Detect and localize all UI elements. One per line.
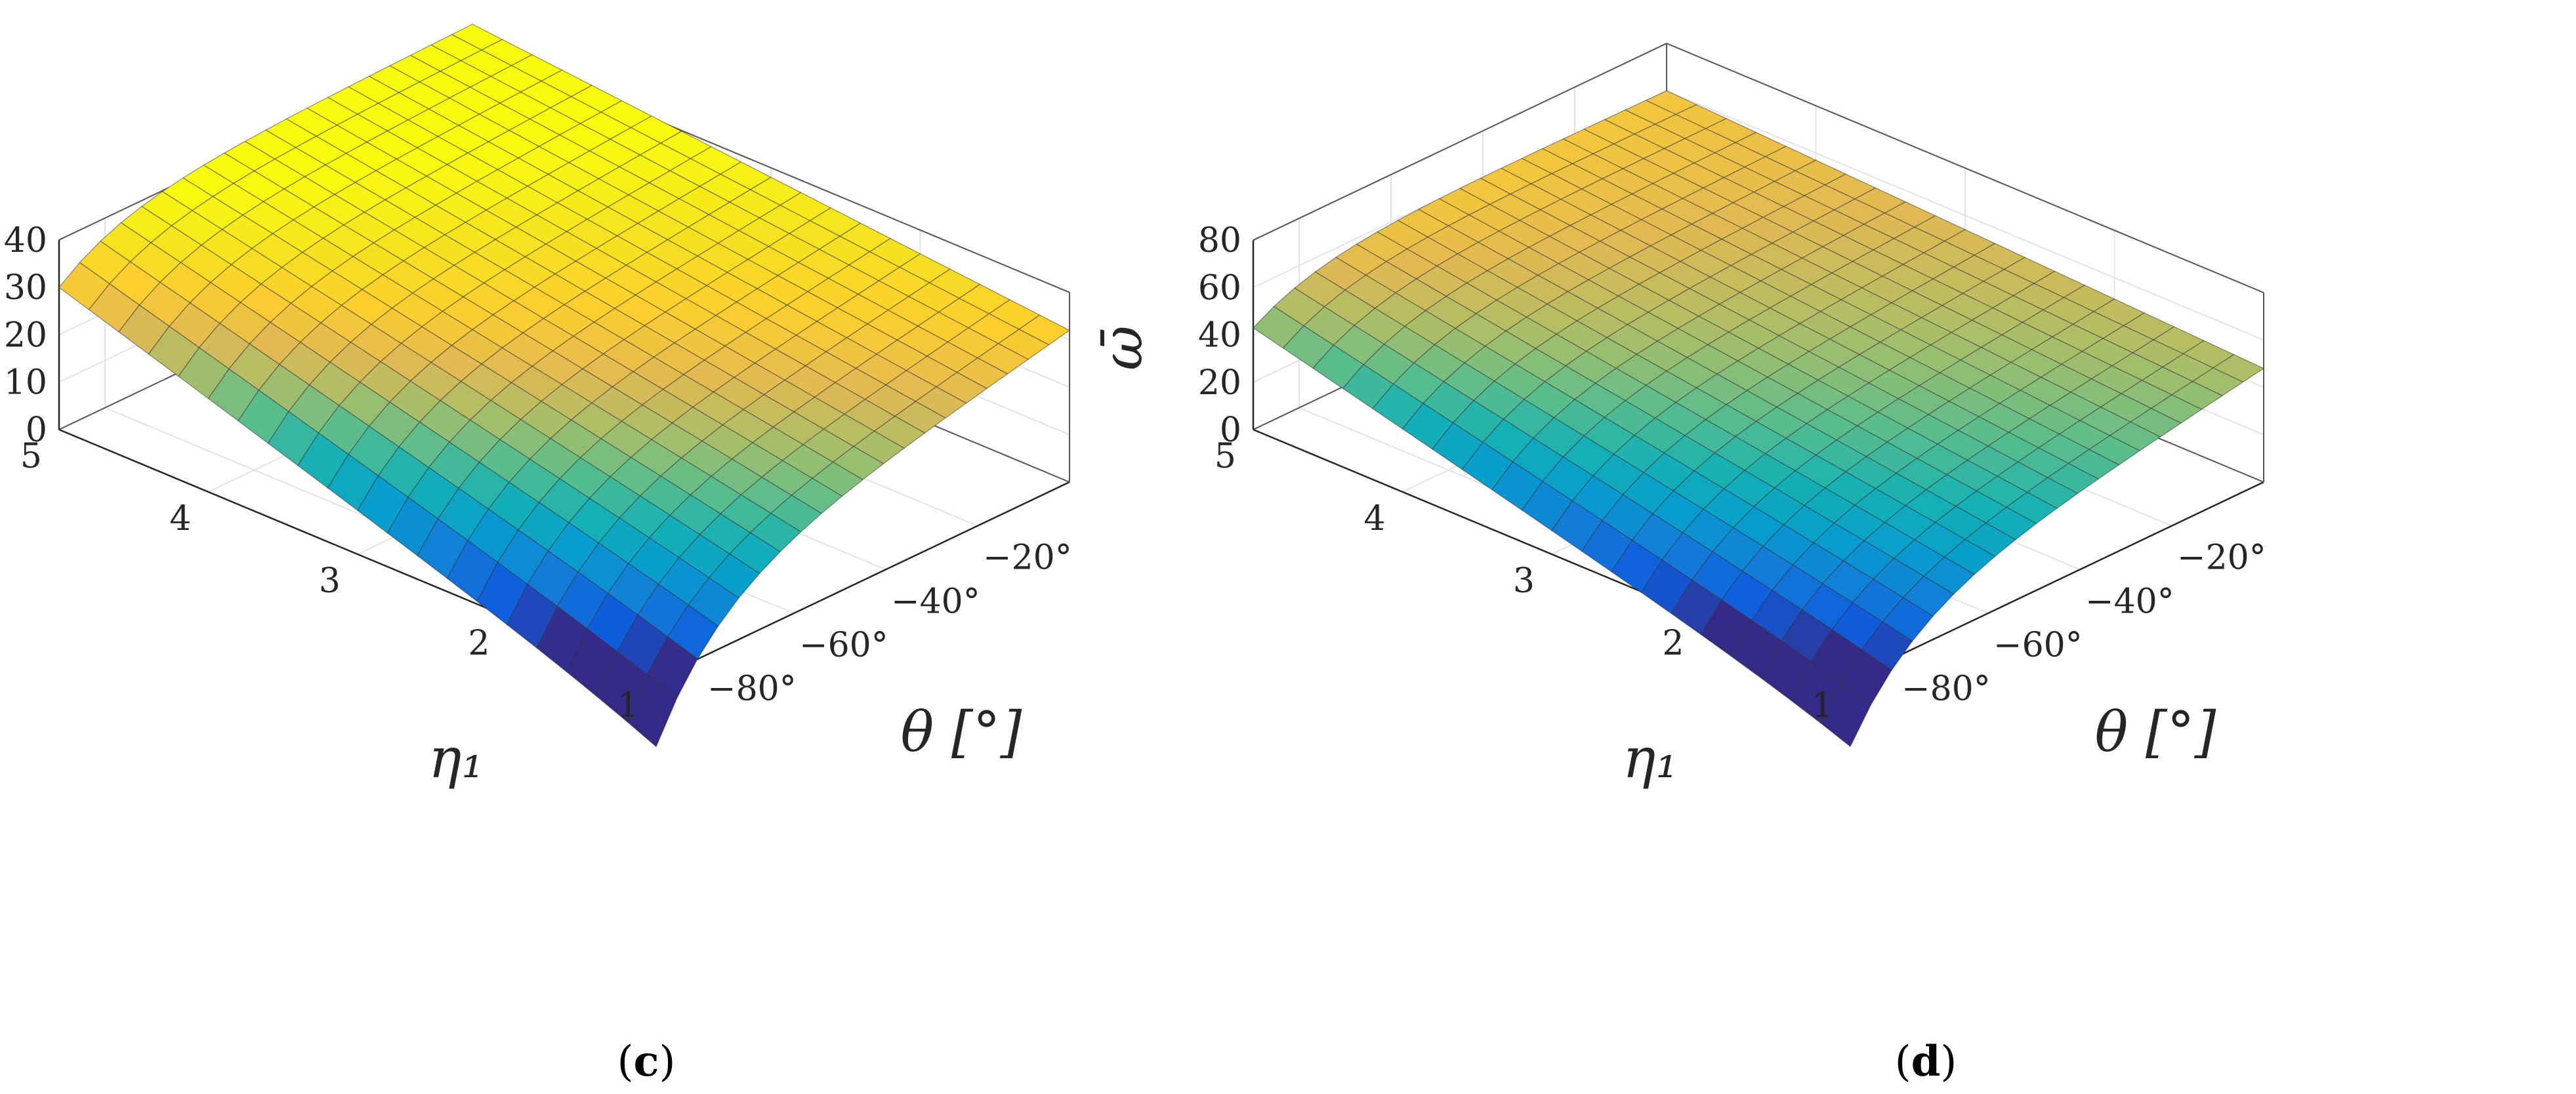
panel-caption: (c) — [617, 1037, 676, 1086]
surface-patch — [625, 674, 678, 748]
eta-tick-label: 5 — [20, 437, 42, 476]
z-tick-label: 40 — [4, 221, 47, 260]
axis-edge — [655, 481, 1070, 680]
caption-close: ) — [1940, 1038, 1957, 1086]
panel-d: 0 20 40 60 80 1 2 3 4 5 −80°−60°−40°−20° ω̄ η₁ θ [°] (… — [1091, 43, 2266, 1086]
caption-letter: d — [1911, 1037, 1941, 1086]
tick-labels: 0 20 40 60 80 1 2 3 4 5 −80°−60°−40°−20° — [1198, 221, 2266, 725]
tick-labels: 0 10 20 30 40 1 2 3 4 5 −80°−60°−40°−20° — [4, 221, 1072, 725]
eta-tick-label: 5 — [1215, 437, 1236, 476]
axis-edge — [1253, 43, 1667, 241]
eta-tick-label: 3 — [1513, 561, 1535, 601]
theta-tick-label: −40° — [2085, 582, 2174, 621]
surface — [1253, 90, 2265, 748]
z-tick-label: 10 — [4, 363, 47, 403]
theta-tick-label: −60° — [1993, 626, 2083, 665]
caption-open: ( — [617, 1038, 634, 1086]
panel-caption: (d) — [1895, 1037, 1957, 1086]
eta-axis-label: η₁ — [428, 726, 484, 790]
theta-tick-label: −20° — [983, 538, 1072, 578]
caption-close: ) — [659, 1038, 675, 1086]
theta-tick-label: −80° — [707, 670, 797, 709]
z-tick-label: 20 — [4, 315, 47, 355]
z-tick-label: 0 — [1220, 411, 1241, 450]
caption-open: ( — [1895, 1038, 1911, 1086]
theta-tick-label: −40° — [891, 582, 980, 621]
theta-tick-label: −20° — [2177, 538, 2266, 578]
eta-tick-label: 4 — [169, 499, 191, 538]
eta-axis-label: η₁ — [1623, 726, 1678, 790]
eta-tick-label: 4 — [1363, 499, 1385, 538]
eta-tick-label: 1 — [617, 686, 639, 725]
theta-tick-label: −60° — [799, 626, 888, 665]
eta-tick-label: 2 — [468, 624, 489, 663]
z-tick-label: 30 — [4, 268, 47, 308]
axis-edge — [1666, 43, 2264, 294]
surface — [58, 24, 1071, 748]
eta-tick-label: 1 — [1812, 686, 1833, 725]
z-tick-label: 20 — [1198, 363, 1241, 403]
z-tick-label: 60 — [1198, 268, 1241, 308]
theta-axis-label: θ [°] — [901, 700, 1022, 764]
axis-labels: ω̄η₁θ [°] — [428, 700, 1022, 790]
z-tick-label: 0 — [26, 411, 47, 450]
eta-tick-label: 2 — [1662, 624, 1684, 663]
caption-letter: c — [634, 1037, 659, 1086]
axis-labels: ω̄ η₁ θ [°] — [1091, 325, 2216, 790]
z-axis-label: ω̄ — [1091, 325, 1155, 371]
wall-grid-line — [1666, 90, 2264, 341]
z-tick-label: 40 — [1198, 316, 1241, 355]
eta-tick-label: 3 — [319, 561, 341, 601]
theta-tick-label: −80° — [1901, 670, 1991, 709]
theta-axis-label: θ [°] — [2095, 700, 2216, 764]
z-tick-label: 80 — [1198, 221, 1241, 260]
surface-patch — [1819, 682, 1872, 748]
axis-edge — [1850, 481, 2264, 680]
